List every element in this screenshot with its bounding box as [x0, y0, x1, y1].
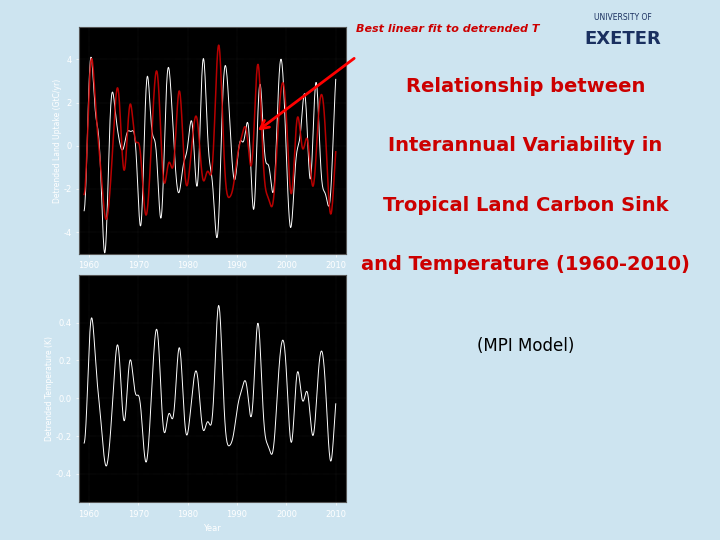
Text: UNIVERSITY OF: UNIVERSITY OF: [594, 14, 652, 23]
Text: Tropical Land Carbon Sink: Tropical Land Carbon Sink: [383, 195, 668, 215]
X-axis label: Year: Year: [204, 276, 221, 285]
Text: (MPI Model): (MPI Model): [477, 336, 575, 355]
Y-axis label: Detrended Temperature (K): Detrended Temperature (K): [45, 336, 54, 441]
X-axis label: Year: Year: [204, 524, 221, 534]
Text: and Temperature (1960-2010): and Temperature (1960-2010): [361, 255, 690, 274]
Text: Interannual Variability in: Interannual Variability in: [389, 136, 662, 156]
Text: EXETER: EXETER: [585, 30, 661, 48]
Text: Best linear fit to detrended T: Best linear fit to detrended T: [356, 24, 540, 35]
Text: Relationship between: Relationship between: [406, 77, 645, 96]
Y-axis label: Detrended Land Uptake (GtC/yr): Detrended Land Uptake (GtC/yr): [53, 78, 62, 202]
